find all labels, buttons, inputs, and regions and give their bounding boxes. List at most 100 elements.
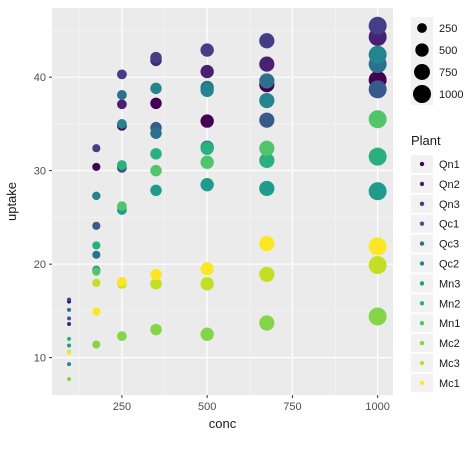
data-point-mn2 xyxy=(92,241,101,250)
data-point-qc3 xyxy=(150,127,162,139)
data-point-qc3 xyxy=(117,90,127,100)
data-point-qc1 xyxy=(259,112,275,128)
data-point-mc3 xyxy=(150,278,162,290)
data-point-mc3 xyxy=(92,278,101,287)
color-legend-label: Qc1 xyxy=(439,219,459,231)
color-legend-symbol xyxy=(419,281,425,286)
y-tick-label: 20 xyxy=(34,259,46,271)
data-point-qn3 xyxy=(150,51,162,64)
data-point-mn1 xyxy=(259,140,275,156)
size-legend-symbol xyxy=(415,43,429,57)
data-point-qn3 xyxy=(67,297,72,302)
data-point-qn3 xyxy=(368,16,387,35)
x-tick-label: 1000 xyxy=(365,401,389,413)
data-point-mc3 xyxy=(259,266,275,283)
y-axis: 10 20 30 40 xyxy=(34,72,52,365)
data-point-mn1 xyxy=(150,164,162,177)
color-legend-label: Qn3 xyxy=(439,199,460,211)
data-point-qn3 xyxy=(200,43,214,57)
y-tick-label: 40 xyxy=(34,72,46,84)
data-point-mn2 xyxy=(368,147,387,166)
plot-panel xyxy=(52,8,393,395)
data-point-qc2 xyxy=(150,82,162,95)
color-legend-symbol xyxy=(419,261,425,266)
data-point-qc2 xyxy=(200,83,214,97)
size-legend-symbol xyxy=(413,85,431,103)
data-point-qc1 xyxy=(67,316,72,321)
data-point-mc3 xyxy=(200,277,214,291)
x-tick-label: 750 xyxy=(283,401,301,413)
color-legend-label: Mn3 xyxy=(439,278,460,290)
x-tick-label: 500 xyxy=(198,401,216,413)
data-point-qc3 xyxy=(67,307,72,312)
color-legend-symbol xyxy=(419,161,425,167)
size-legend-symbol xyxy=(417,23,427,33)
data-point-qc2 xyxy=(67,362,72,367)
color-legend-symbol xyxy=(419,201,425,206)
size-legend: 250 500 750 1000 xyxy=(411,17,463,105)
data-point-mn3 xyxy=(150,184,162,197)
size-legend-label: 250 xyxy=(439,23,457,35)
x-axis-title: conc xyxy=(209,416,237,431)
color-legend-label: Mn2 xyxy=(439,298,460,310)
data-point-qc1 xyxy=(92,221,101,230)
data-point-qn3 xyxy=(259,33,275,49)
color-legend-symbol xyxy=(419,340,425,346)
color-legend-label: Qn1 xyxy=(439,159,460,171)
data-point-qn1 xyxy=(200,114,214,128)
color-legend-label: Mc2 xyxy=(439,338,460,350)
data-point-qn2 xyxy=(117,99,127,110)
size-legend-symbol xyxy=(414,64,430,80)
x-axis: 250 500 750 1000 xyxy=(113,395,390,413)
data-point-mn2 xyxy=(259,152,275,168)
data-point-qn2 xyxy=(259,56,275,72)
data-point-mn3 xyxy=(200,177,214,192)
data-point-qn2 xyxy=(200,64,214,79)
data-point-mc2 xyxy=(150,323,162,336)
size-legend-label: 750 xyxy=(439,67,457,79)
size-legend-label: 500 xyxy=(439,45,457,57)
minor-gridlines xyxy=(52,8,393,395)
data-point-mc2 xyxy=(92,340,101,349)
data-point-mc1 xyxy=(150,268,162,281)
data-point-mn3 xyxy=(67,343,72,348)
color-legend-label: Qc3 xyxy=(439,239,459,251)
y-axis-title: uptake xyxy=(4,182,19,221)
data-point-mn2 xyxy=(150,148,162,160)
color-legend: Plant Qn1 Qn2 Qn3 Qc1 Qc3 Qc2 Mn3 Mn2 Mn1 Mc2 Mc3 M… xyxy=(411,133,460,392)
data-point-qc3 xyxy=(92,250,101,259)
data-point-mn2 xyxy=(67,336,72,341)
data-point-mc2 xyxy=(67,377,72,382)
color-legend-symbol xyxy=(419,221,425,226)
color-legend-label: Mc3 xyxy=(439,358,460,370)
data-point-mc1 xyxy=(259,235,275,252)
data-point-mc1 xyxy=(67,350,72,355)
data-point-mn3 xyxy=(259,180,275,197)
color-legend-symbol xyxy=(419,241,425,246)
data-point-mc1 xyxy=(368,237,387,256)
data-point-mc2 xyxy=(200,327,214,341)
data-point-qn1 xyxy=(150,97,162,110)
data-point-mc1 xyxy=(117,276,127,287)
data-point-mc3 xyxy=(368,256,387,275)
data-point-qc1 xyxy=(368,80,387,99)
data-point-mc2 xyxy=(368,307,387,326)
color-legend-symbol xyxy=(419,181,425,187)
data-point-qn3 xyxy=(117,69,127,80)
data-point-qn1 xyxy=(92,162,101,171)
y-tick-label: 10 xyxy=(34,353,46,365)
color-legend-symbol xyxy=(419,360,425,366)
data-point-qc3 xyxy=(259,73,275,89)
data-point-mn2 xyxy=(117,160,127,170)
data-point-mc2 xyxy=(117,331,127,342)
data-point-mn3 xyxy=(368,182,387,201)
data-points xyxy=(67,16,387,382)
data-point-mc2 xyxy=(259,315,275,331)
data-point-qc2 xyxy=(259,92,275,109)
data-point-qc2 xyxy=(368,45,387,64)
data-point-qn2 xyxy=(67,321,72,326)
data-point-qc2 xyxy=(117,119,127,129)
color-legend-label: Qn2 xyxy=(439,179,460,191)
data-point-mc1 xyxy=(92,307,101,316)
